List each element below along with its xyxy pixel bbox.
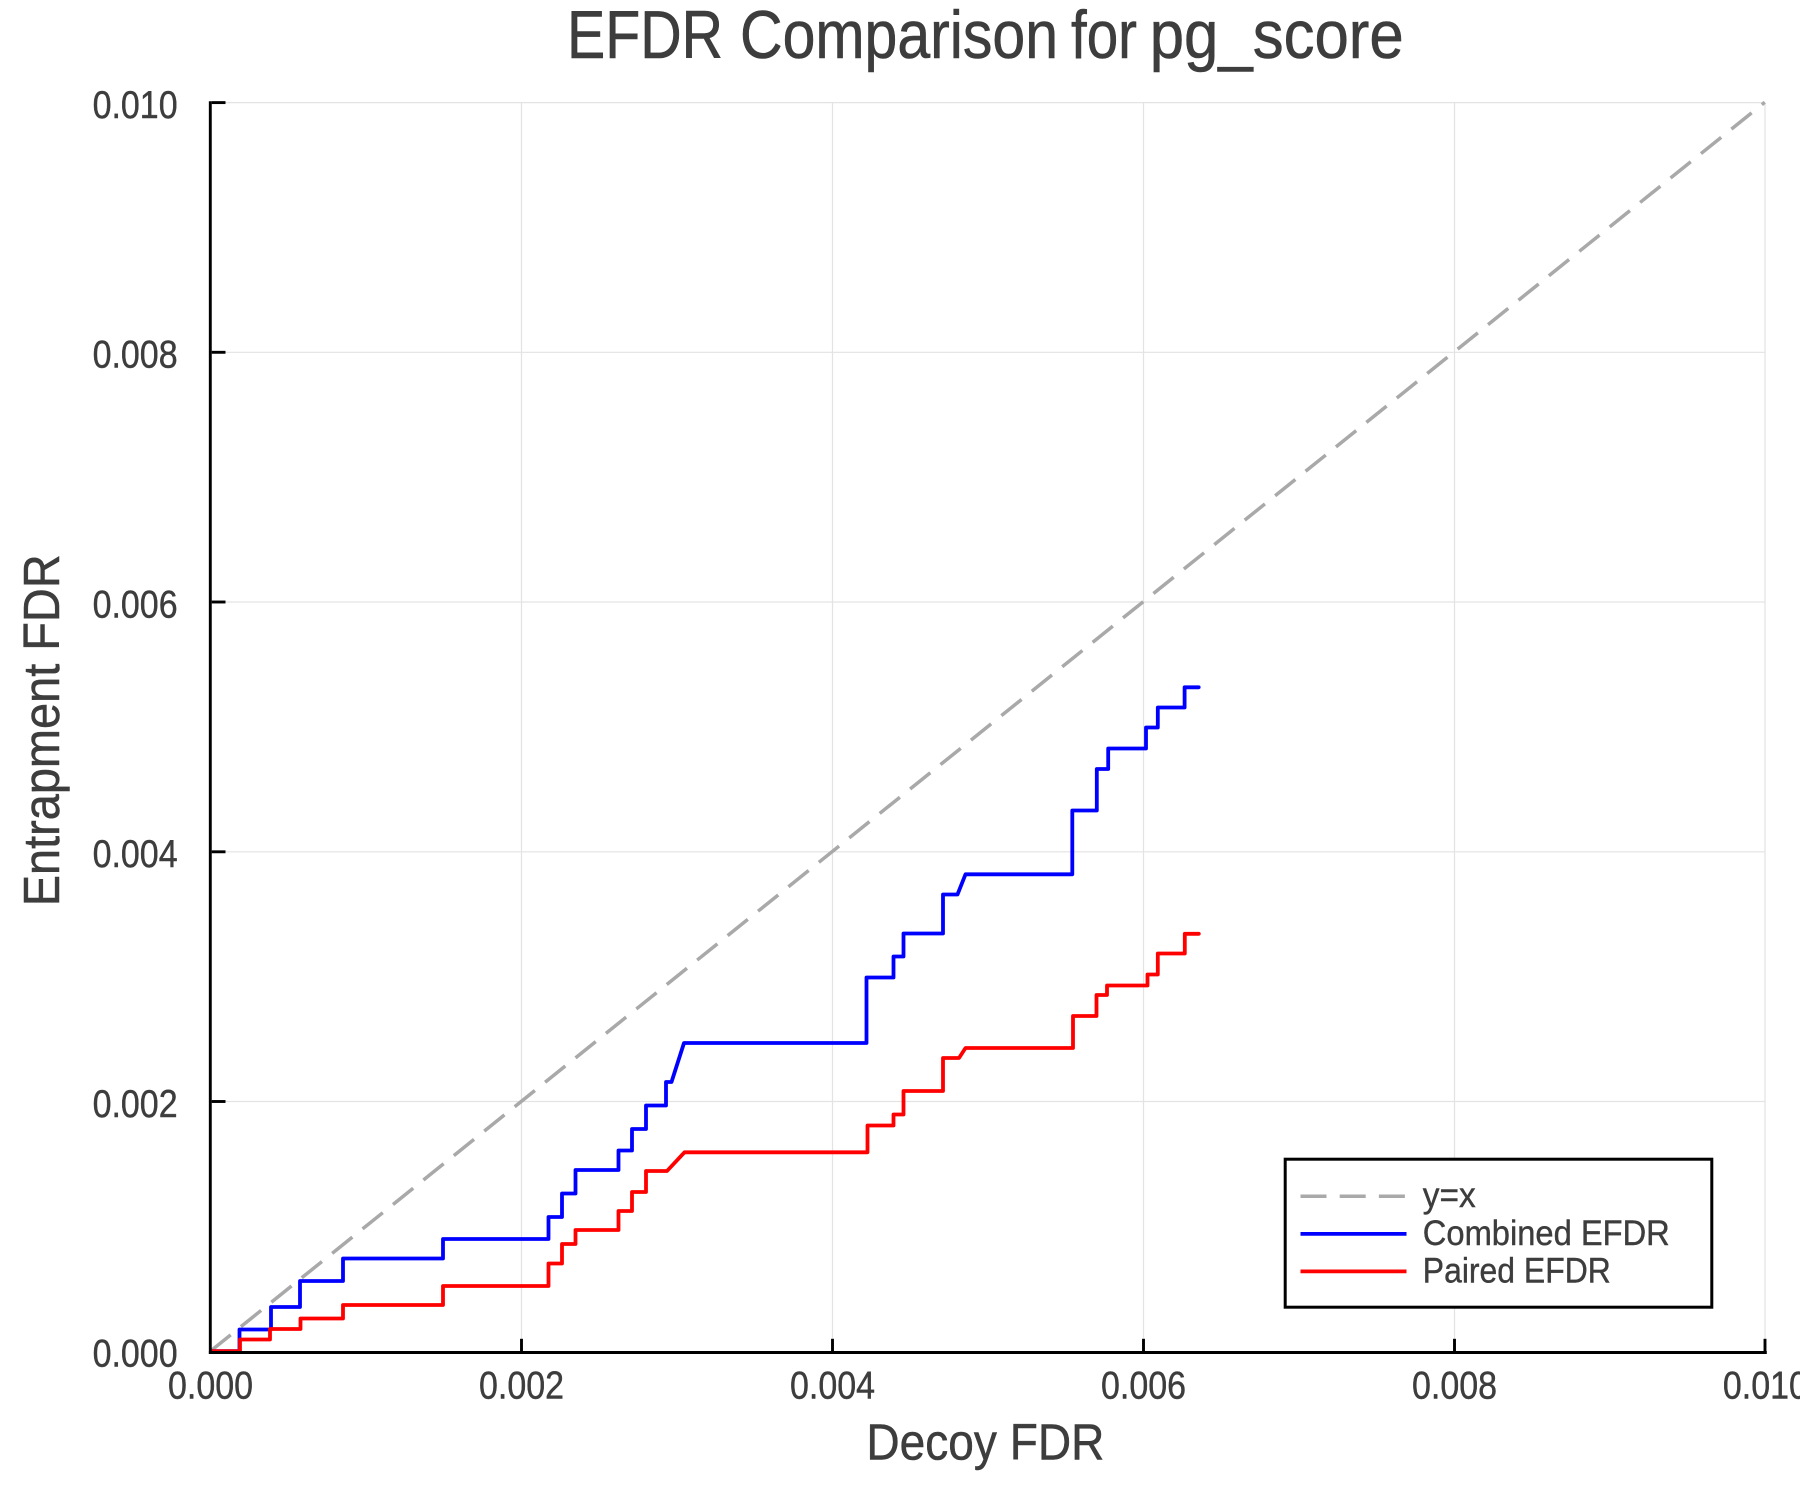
svg-text:0.002: 0.002 (93, 1083, 178, 1126)
svg-text:0.002: 0.002 (479, 1364, 564, 1407)
svg-text:0.000: 0.000 (93, 1333, 178, 1376)
svg-text:0.000: 0.000 (168, 1364, 253, 1407)
svg-text:Decoy FDR: Decoy FDR (866, 1414, 1104, 1471)
svg-text:Entrapment FDR: Entrapment FDR (13, 554, 70, 906)
svg-text:Comparison: Comparison (740, 0, 1058, 73)
svg-text:0.004: 0.004 (790, 1364, 875, 1407)
svg-text:pg_score: pg_score (1150, 0, 1404, 73)
svg-text:0.004: 0.004 (93, 833, 178, 876)
svg-text:0.006: 0.006 (93, 583, 178, 626)
svg-text:for: for (1071, 0, 1137, 73)
svg-text:y=x: y=x (1423, 1176, 1476, 1215)
svg-text:0.006: 0.006 (1101, 1364, 1186, 1407)
svg-text:0.010: 0.010 (93, 84, 178, 127)
svg-text:EFDR: EFDR (567, 0, 723, 73)
svg-text:0.008: 0.008 (93, 334, 178, 377)
svg-text:0.008: 0.008 (1412, 1364, 1497, 1407)
svg-text:Paired EFDR: Paired EFDR (1423, 1251, 1611, 1290)
svg-text:Combined EFDR: Combined EFDR (1423, 1214, 1670, 1253)
svg-text:0.010: 0.010 (1723, 1364, 1800, 1407)
